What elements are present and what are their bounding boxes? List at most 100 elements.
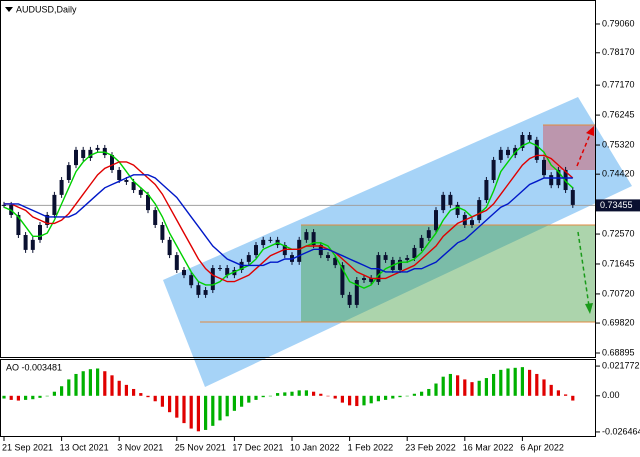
candle: [52, 194, 57, 215]
candle: [477, 200, 482, 221]
candle: [318, 245, 323, 256]
candle: [333, 257, 338, 266]
main-panel-border: [0, 0, 596, 358]
ao-bar: [391, 395, 395, 399]
ao-bar: [549, 384, 553, 396]
ao-bar: [535, 373, 539, 396]
candle: [182, 269, 186, 276]
ao-bar: [139, 393, 143, 396]
candle: [2, 204, 6, 206]
candle: [254, 245, 258, 256]
candle: [117, 169, 122, 180]
x-tick-label: 21 Sep 2021: [2, 442, 53, 452]
candle: [81, 149, 86, 158]
current-price-label: 0.73455: [600, 200, 633, 210]
y-tick-label: 0.72570: [602, 228, 635, 238]
ao-bar: [492, 373, 496, 396]
ao-bar: [218, 395, 222, 421]
candle: [527, 134, 532, 140]
candle: [542, 159, 546, 176]
candle: [347, 294, 352, 305]
candle: [110, 155, 114, 170]
candle: [354, 280, 359, 305]
ao-bar: [542, 379, 546, 396]
ao-bar: [81, 371, 85, 396]
x-tick-label: 1 Feb 2022: [348, 442, 394, 452]
candle: [196, 285, 201, 295]
candle: [470, 220, 474, 225]
x-tick-label: 6 Apr 2022: [520, 442, 564, 452]
candle: [167, 239, 172, 256]
ao-bar: [564, 394, 568, 396]
x-tick-label: 13 Oct 2021: [60, 442, 109, 452]
ao-bar: [132, 388, 136, 396]
ao-bar: [189, 395, 193, 429]
candle: [419, 237, 424, 248]
ao-bar: [247, 395, 251, 403]
ao-bar: [556, 390, 560, 396]
ao-bar: [441, 376, 445, 396]
x-tick-label: 10 Jan 2022: [290, 442, 340, 452]
ao-bar: [506, 368, 510, 396]
candle: [146, 194, 150, 211]
ao-bar: [232, 395, 236, 411]
ao-bar: [45, 395, 49, 397]
ao-bar: [38, 395, 42, 398]
candle: [441, 194, 446, 211]
candle: [268, 239, 273, 241]
candle: [304, 232, 309, 240]
ao-bar: [60, 386, 64, 396]
candle: [455, 204, 460, 215]
ao-bar: [297, 390, 301, 396]
candle: [74, 149, 78, 166]
ao-bar: [470, 382, 474, 396]
x-tick-label: 3 Nov 2021: [117, 442, 163, 452]
ao-bar: [276, 393, 280, 396]
candle: [246, 255, 251, 262]
x-tick-label: 25 Nov 2021: [175, 442, 226, 452]
ao-bar: [420, 391, 424, 396]
candle: [203, 290, 208, 295]
ao-bar: [254, 395, 258, 400]
ao-bar: [96, 368, 100, 396]
candle: [506, 149, 510, 156]
x-tick-label: 23 Feb 2022: [405, 442, 456, 452]
ao-bar: [160, 395, 164, 407]
ao-bar: [513, 367, 517, 396]
candle: [484, 179, 489, 201]
candle: [138, 190, 143, 195]
arrow-head: [586, 126, 594, 136]
ao-bar: [175, 395, 179, 418]
ao-bar: [499, 369, 503, 396]
candle: [412, 247, 417, 258]
ao-bar: [333, 395, 337, 399]
candle: [95, 147, 100, 150]
candle: [30, 239, 35, 250]
ao-bar: [319, 393, 323, 396]
candle: [66, 165, 71, 180]
candle: [570, 190, 575, 205]
ao-bar: [571, 395, 575, 401]
ao-bar: [348, 395, 352, 406]
candle: [23, 235, 28, 250]
y-tick-label: 0.79060: [602, 18, 635, 28]
candle: [362, 278, 366, 281]
y-tick-label: 0.71645: [602, 258, 635, 268]
ao-bar: [340, 395, 344, 403]
ao-bar: [477, 380, 481, 396]
ao-bar: [24, 395, 28, 400]
y-tick-label: 0.70720: [602, 288, 635, 298]
ao-bar: [16, 395, 20, 401]
ao-bar: [52, 391, 56, 396]
plot: [0, 131, 596, 308]
ao-bar: [456, 375, 460, 396]
candle: [426, 230, 431, 238]
ao-bar: [261, 395, 265, 398]
candle: [124, 179, 129, 182]
y-tick-label: 0.74420: [602, 169, 635, 179]
ao-bar: [412, 393, 416, 396]
candle: [383, 255, 388, 260]
candle: [491, 159, 496, 180]
ao-bar: [484, 378, 488, 396]
ao-bar: [9, 395, 13, 400]
